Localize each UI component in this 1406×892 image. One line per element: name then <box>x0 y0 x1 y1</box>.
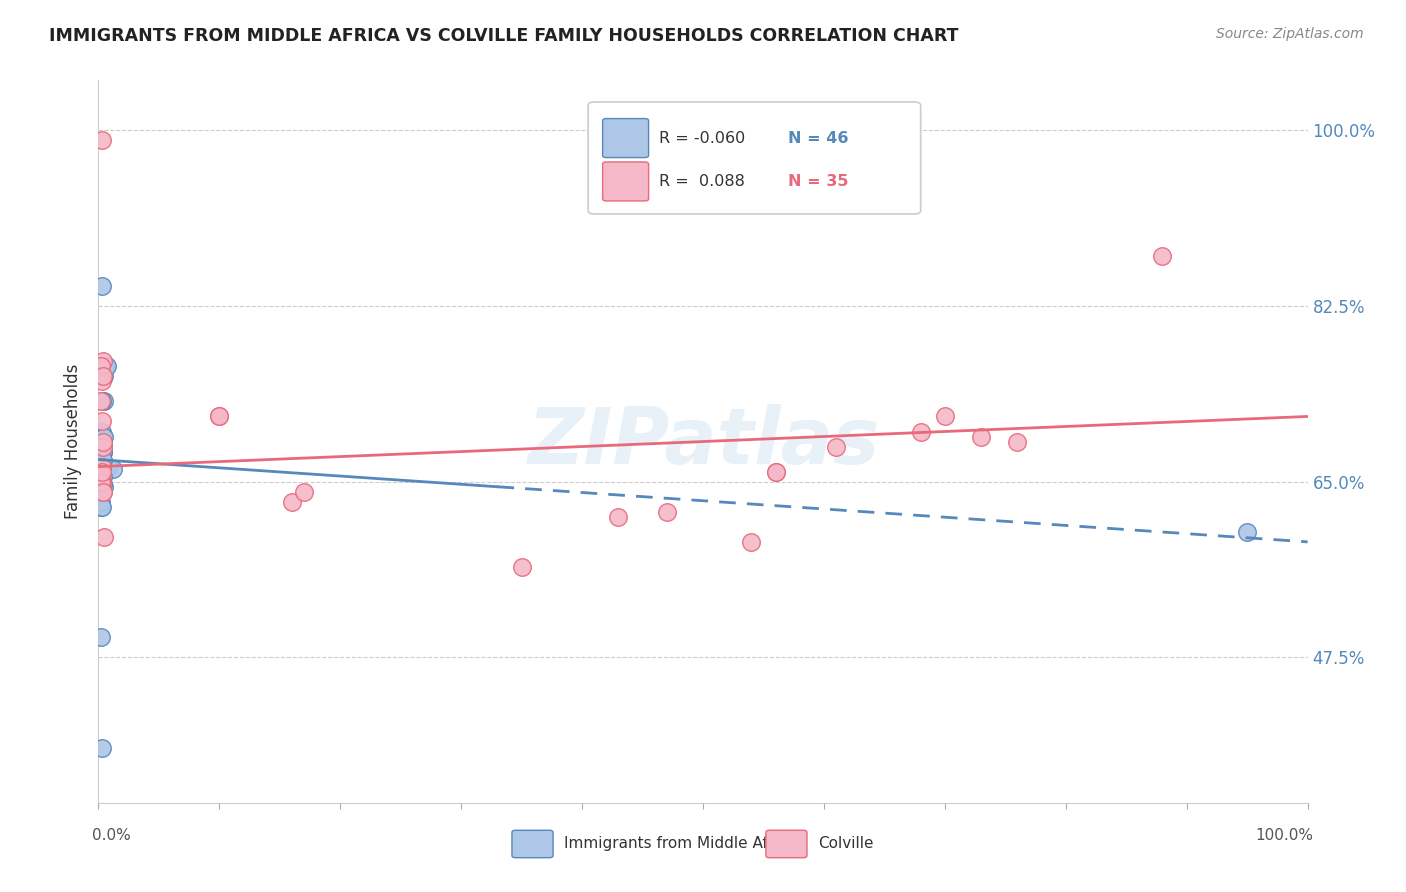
Point <box>607 509 630 524</box>
Text: R = -0.060: R = -0.060 <box>659 130 745 145</box>
Point <box>1007 434 1029 449</box>
Point <box>91 279 114 293</box>
Point <box>90 487 112 501</box>
Point <box>91 425 114 439</box>
Point <box>91 472 114 486</box>
Point <box>91 454 114 468</box>
Point <box>970 429 993 443</box>
Point <box>91 484 114 499</box>
Point <box>740 534 762 549</box>
Point <box>510 560 533 574</box>
Point <box>91 459 114 474</box>
Point <box>208 409 231 424</box>
Point <box>91 475 114 489</box>
Text: N = 35: N = 35 <box>787 174 848 189</box>
Point <box>93 429 115 443</box>
Point <box>96 359 118 374</box>
FancyBboxPatch shape <box>512 830 553 858</box>
Point <box>91 414 114 429</box>
Point <box>91 484 114 499</box>
Point <box>91 369 114 384</box>
Point <box>91 374 114 388</box>
Point <box>281 494 304 508</box>
Point <box>655 505 678 519</box>
Point <box>93 369 115 384</box>
Point <box>90 494 112 508</box>
Point <box>765 465 787 479</box>
Point <box>91 480 114 494</box>
Y-axis label: Family Households: Family Households <box>65 364 83 519</box>
Point <box>91 500 114 514</box>
Point <box>1236 524 1258 539</box>
Point <box>91 476 114 491</box>
Point <box>89 459 111 474</box>
Point <box>825 440 848 454</box>
Point <box>90 444 112 458</box>
Point <box>91 459 114 474</box>
Point <box>90 469 112 483</box>
Point <box>91 452 114 467</box>
FancyBboxPatch shape <box>603 119 648 158</box>
FancyBboxPatch shape <box>588 102 921 214</box>
Point <box>91 465 114 479</box>
Point <box>90 359 112 374</box>
Text: 100.0%: 100.0% <box>1256 828 1313 843</box>
Point <box>90 484 112 499</box>
Point <box>90 475 112 489</box>
Point <box>1152 249 1174 263</box>
Point <box>91 429 114 443</box>
Point <box>91 434 114 449</box>
Point <box>91 444 114 458</box>
Point <box>97 459 120 474</box>
Text: Immigrants from Middle Africa: Immigrants from Middle Africa <box>564 837 796 852</box>
Point <box>91 440 114 454</box>
Point <box>91 440 114 454</box>
Point <box>91 394 114 409</box>
Point <box>93 480 115 494</box>
Point <box>91 133 114 147</box>
Point <box>94 359 117 374</box>
Point <box>934 409 956 424</box>
Point <box>91 469 114 483</box>
Point <box>90 475 112 489</box>
FancyBboxPatch shape <box>603 162 648 201</box>
Point <box>90 394 112 409</box>
Point <box>91 475 114 489</box>
Point <box>91 465 114 479</box>
Point <box>90 465 112 479</box>
Point <box>91 465 114 479</box>
Point <box>91 484 114 499</box>
Text: Colville: Colville <box>818 837 873 852</box>
FancyBboxPatch shape <box>766 830 807 858</box>
Text: R =  0.088: R = 0.088 <box>659 174 745 189</box>
Point <box>292 484 315 499</box>
Point <box>91 444 114 458</box>
Point <box>91 465 114 479</box>
Point <box>93 530 115 544</box>
Point <box>90 500 112 514</box>
Point <box>91 444 114 458</box>
Text: ZIPatlas: ZIPatlas <box>527 403 879 480</box>
Text: 0.0%: 0.0% <box>93 828 131 843</box>
Point <box>93 394 115 409</box>
Point <box>91 459 114 474</box>
Text: IMMIGRANTS FROM MIDDLE AFRICA VS COLVILLE FAMILY HOUSEHOLDS CORRELATION CHART: IMMIGRANTS FROM MIDDLE AFRICA VS COLVILL… <box>49 27 959 45</box>
Point <box>91 434 114 449</box>
Point <box>91 369 114 384</box>
Text: N = 46: N = 46 <box>787 130 848 145</box>
Point <box>90 480 112 494</box>
Point <box>208 409 231 424</box>
Point <box>91 354 114 368</box>
Text: Source: ZipAtlas.com: Source: ZipAtlas.com <box>1216 27 1364 41</box>
Point <box>101 461 124 475</box>
Point <box>90 465 112 479</box>
Point <box>90 630 112 644</box>
Point <box>910 425 932 439</box>
Point <box>90 482 112 496</box>
Point <box>91 740 114 755</box>
Point <box>91 440 114 454</box>
Point <box>765 465 787 479</box>
Point <box>91 465 114 479</box>
